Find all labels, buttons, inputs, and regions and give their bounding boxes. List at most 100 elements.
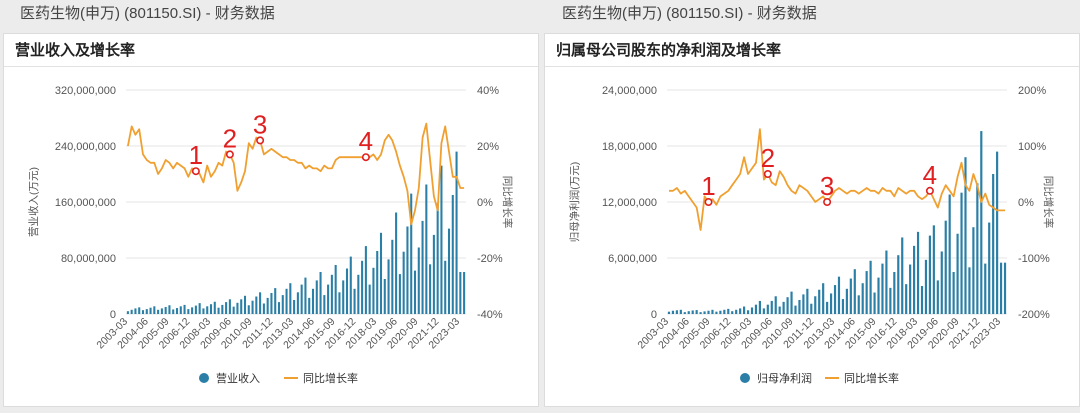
bar	[168, 305, 171, 314]
bar	[406, 226, 409, 314]
bar	[172, 309, 175, 314]
bar	[293, 300, 296, 314]
bar	[992, 174, 995, 314]
bar	[459, 272, 462, 314]
bar	[901, 237, 904, 314]
bar	[217, 307, 220, 314]
bar	[802, 294, 805, 314]
bar	[984, 263, 987, 314]
bar	[447, 228, 451, 314]
bar	[786, 297, 789, 314]
bar	[364, 246, 367, 314]
bar	[873, 292, 876, 314]
annotation-label: 4	[923, 160, 937, 190]
bar	[213, 301, 216, 314]
annotation-label: 3	[253, 109, 267, 139]
annotation-marker	[925, 186, 934, 195]
legend-bar-swatch	[740, 373, 750, 383]
growth-rate-line	[127, 122, 465, 226]
y-axis-title: 归母净利润(万元)	[568, 162, 581, 243]
bar	[699, 312, 702, 314]
annotation-marker	[225, 150, 234, 159]
bar	[357, 274, 360, 314]
bar	[719, 310, 722, 314]
bar	[794, 305, 797, 314]
revenue-chart-card: 营业收入及增长率 320,000,000 40% 240,000,000 20% 160…	[3, 33, 539, 407]
bar	[798, 300, 801, 314]
bar	[342, 280, 345, 314]
bar	[667, 311, 671, 314]
bar	[134, 308, 137, 314]
bar	[289, 283, 292, 314]
bar	[194, 305, 197, 314]
y2-axis-title: 同比增长率	[1042, 176, 1055, 229]
bar	[881, 263, 884, 314]
annotation-marker	[191, 167, 200, 176]
bar	[421, 220, 424, 314]
bar	[909, 264, 912, 314]
y-tick-label: 0	[651, 309, 657, 321]
bar	[1003, 262, 1007, 314]
bar	[327, 284, 330, 314]
bar	[372, 267, 375, 314]
bar	[731, 311, 734, 314]
y-tick-label: 80,000,000	[61, 253, 116, 265]
bar	[833, 285, 837, 314]
y-tick-label: 320,000,000	[55, 85, 116, 97]
bar	[179, 306, 182, 314]
revenue-chart: 320,000,000 40%240,000,000 20%160,000,000 0…	[27, 85, 514, 385]
bar	[940, 251, 943, 314]
bar	[964, 157, 967, 314]
bar	[345, 268, 349, 314]
bar	[877, 277, 880, 314]
bar	[869, 260, 872, 314]
bar	[818, 289, 821, 314]
bar	[944, 220, 947, 314]
bar	[368, 284, 371, 314]
bar	[841, 299, 845, 314]
bar	[391, 239, 394, 314]
y2-tick-label: -40%	[477, 309, 503, 321]
bar	[814, 296, 817, 314]
bar	[905, 284, 908, 314]
bar	[703, 311, 706, 314]
bar	[266, 297, 269, 314]
y2-tick-label: 0%	[477, 197, 493, 209]
bar	[361, 260, 364, 314]
bar	[778, 306, 781, 314]
annotation-marker	[256, 136, 265, 145]
y-tick-label: 24,000,000	[602, 85, 657, 97]
bar	[806, 288, 809, 314]
bar	[996, 151, 999, 314]
bar	[130, 309, 133, 314]
net-profit-chart: 24,000,000 200% 18,000,000 100% 12,000,000 0%…	[568, 85, 1055, 385]
right-panel-header: 医药生物(申万) (801150.SI) - 财务数据	[562, 5, 817, 22]
bar	[916, 231, 920, 314]
annotation-marker	[763, 170, 772, 179]
bar	[141, 310, 145, 314]
bar	[727, 308, 730, 314]
bar	[436, 203, 439, 314]
bar	[885, 250, 888, 314]
annotation-label: 1	[189, 140, 203, 170]
bar	[262, 303, 265, 314]
net-profit-chart-title: 归属母公司股东的净利润及增长率	[545, 34, 1079, 67]
bar	[948, 194, 951, 314]
bar	[206, 306, 209, 314]
bar	[376, 251, 379, 314]
bar	[236, 302, 239, 314]
bar	[319, 272, 322, 314]
annotation-label: 3	[820, 171, 834, 201]
bar	[338, 292, 341, 314]
y-tick-label: 6,000,000	[608, 253, 657, 265]
bar	[334, 265, 337, 314]
annotation-marker	[823, 198, 832, 207]
bar	[300, 284, 303, 314]
bar	[175, 308, 179, 314]
growth-rate-line	[669, 128, 1005, 231]
y-tick-label: 0	[110, 309, 116, 321]
revenue-chart-title: 营业收入及增长率	[4, 34, 538, 67]
bar	[444, 260, 447, 314]
bar	[849, 278, 852, 314]
bar	[243, 295, 247, 314]
